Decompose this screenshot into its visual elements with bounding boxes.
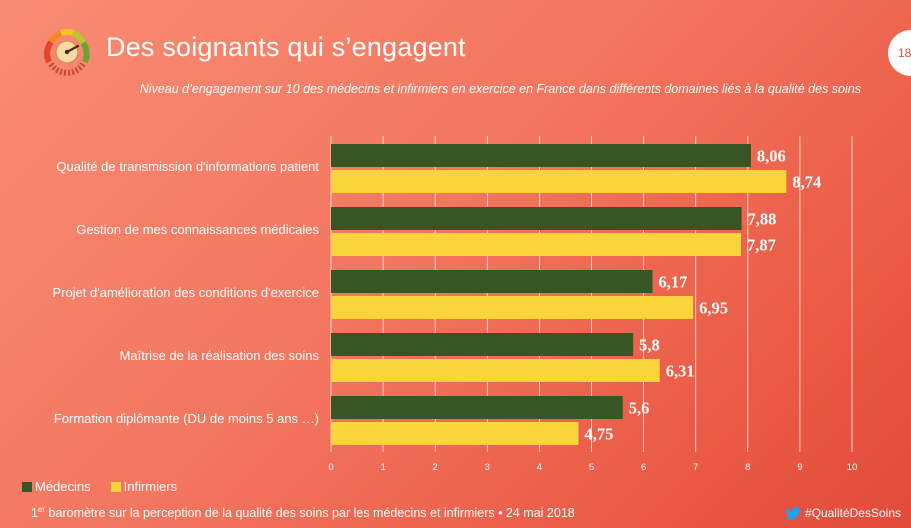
legend-label-medecins: Médecins: [35, 479, 91, 494]
footer-note-sup: er: [37, 505, 46, 514]
twitter-bird-icon: [785, 506, 801, 520]
page-title: Des soignants qui s’engagent: [106, 32, 466, 62]
chart-legend: Médecins Infirmiers: [22, 479, 197, 494]
page-number-badge: 18: [888, 30, 911, 76]
bar-infirmiers: [331, 296, 694, 319]
category-label: Qualité de transmission d'informations p…: [56, 159, 319, 174]
category-label: Formation diplômante (DU de moins 5 ans …: [54, 411, 319, 426]
data-label: 6,17: [658, 273, 687, 292]
x-tick-label: 4: [537, 462, 542, 473]
data-label: 5,8: [639, 336, 660, 355]
x-tick-label: 9: [797, 462, 802, 473]
x-tick-label: 2: [433, 462, 438, 473]
bar-infirmiers: [331, 359, 660, 382]
data-label: 6,31: [666, 362, 695, 381]
bar-chart: 0 1 2 3 4 5 6 7 8 9 10 8,06 8,74 Qualité de transmiss…: [52, 144, 857, 474]
chart-labels: 0 1 2 3 4 5 6 7 8 9 10 8,06 8,74 Qualité de transmiss…: [52, 147, 857, 474]
legend-swatch-infirmiers: [110, 481, 121, 492]
bar-infirmiers: [331, 170, 787, 193]
category-label: Gestion de mes connaissances médicales: [76, 222, 319, 237]
x-tick-label: 5: [589, 462, 594, 473]
page-subtitle: Niveau d’engagement sur 10 des médecins …: [139, 82, 861, 96]
category-label: Maîtrise de la réalisation des soins: [120, 348, 320, 363]
legend-label-infirmiers: Infirmiers: [123, 479, 178, 494]
hashtag-link[interactable]: #QualitéDesSoins: [785, 506, 901, 520]
x-tick-label: 0: [328, 462, 333, 473]
legend-swatch-medecins: [22, 481, 32, 492]
footer-note: 1er baromètre sur la perception de la qu…: [31, 505, 575, 520]
footer-note-text: baromètre sur la perception de la qualit…: [45, 506, 575, 521]
chart-bars: [331, 144, 787, 445]
bar-infirmiers: [331, 233, 742, 256]
data-label: 5,6: [629, 399, 650, 418]
x-tick-label: 3: [485, 462, 490, 473]
data-label: 8,74: [792, 173, 821, 192]
bar-medecins: [331, 396, 623, 419]
bar-medecins: [331, 144, 751, 167]
hashtag-label: #QualitéDesSoins: [804, 506, 901, 520]
x-tick-label: 7: [693, 462, 698, 473]
bar-infirmiers: [331, 422, 579, 445]
bar-medecins: [331, 333, 634, 356]
page-number: 18: [898, 46, 911, 60]
footer-note-prefix: 1: [31, 506, 38, 521]
bar-medecins: [331, 270, 653, 293]
category-label: Projet d'amélioration des conditions d'e…: [52, 285, 319, 300]
legend-item-infirmiers: Infirmiers: [110, 479, 178, 494]
legend-item-medecins: Médecins: [22, 479, 91, 494]
x-tick-label: 6: [641, 462, 646, 473]
x-tick-label: 8: [745, 462, 750, 473]
gauge-icon: [44, 29, 90, 76]
x-tick-label: 10: [847, 462, 858, 473]
data-label: 4,75: [584, 425, 613, 444]
data-label: 8,06: [757, 147, 786, 166]
data-label: 7,88: [748, 210, 777, 229]
x-tick-label: 1: [380, 462, 385, 473]
data-label: 7,87: [747, 236, 776, 255]
bar-medecins: [331, 207, 742, 230]
data-label: 6,95: [699, 299, 728, 318]
